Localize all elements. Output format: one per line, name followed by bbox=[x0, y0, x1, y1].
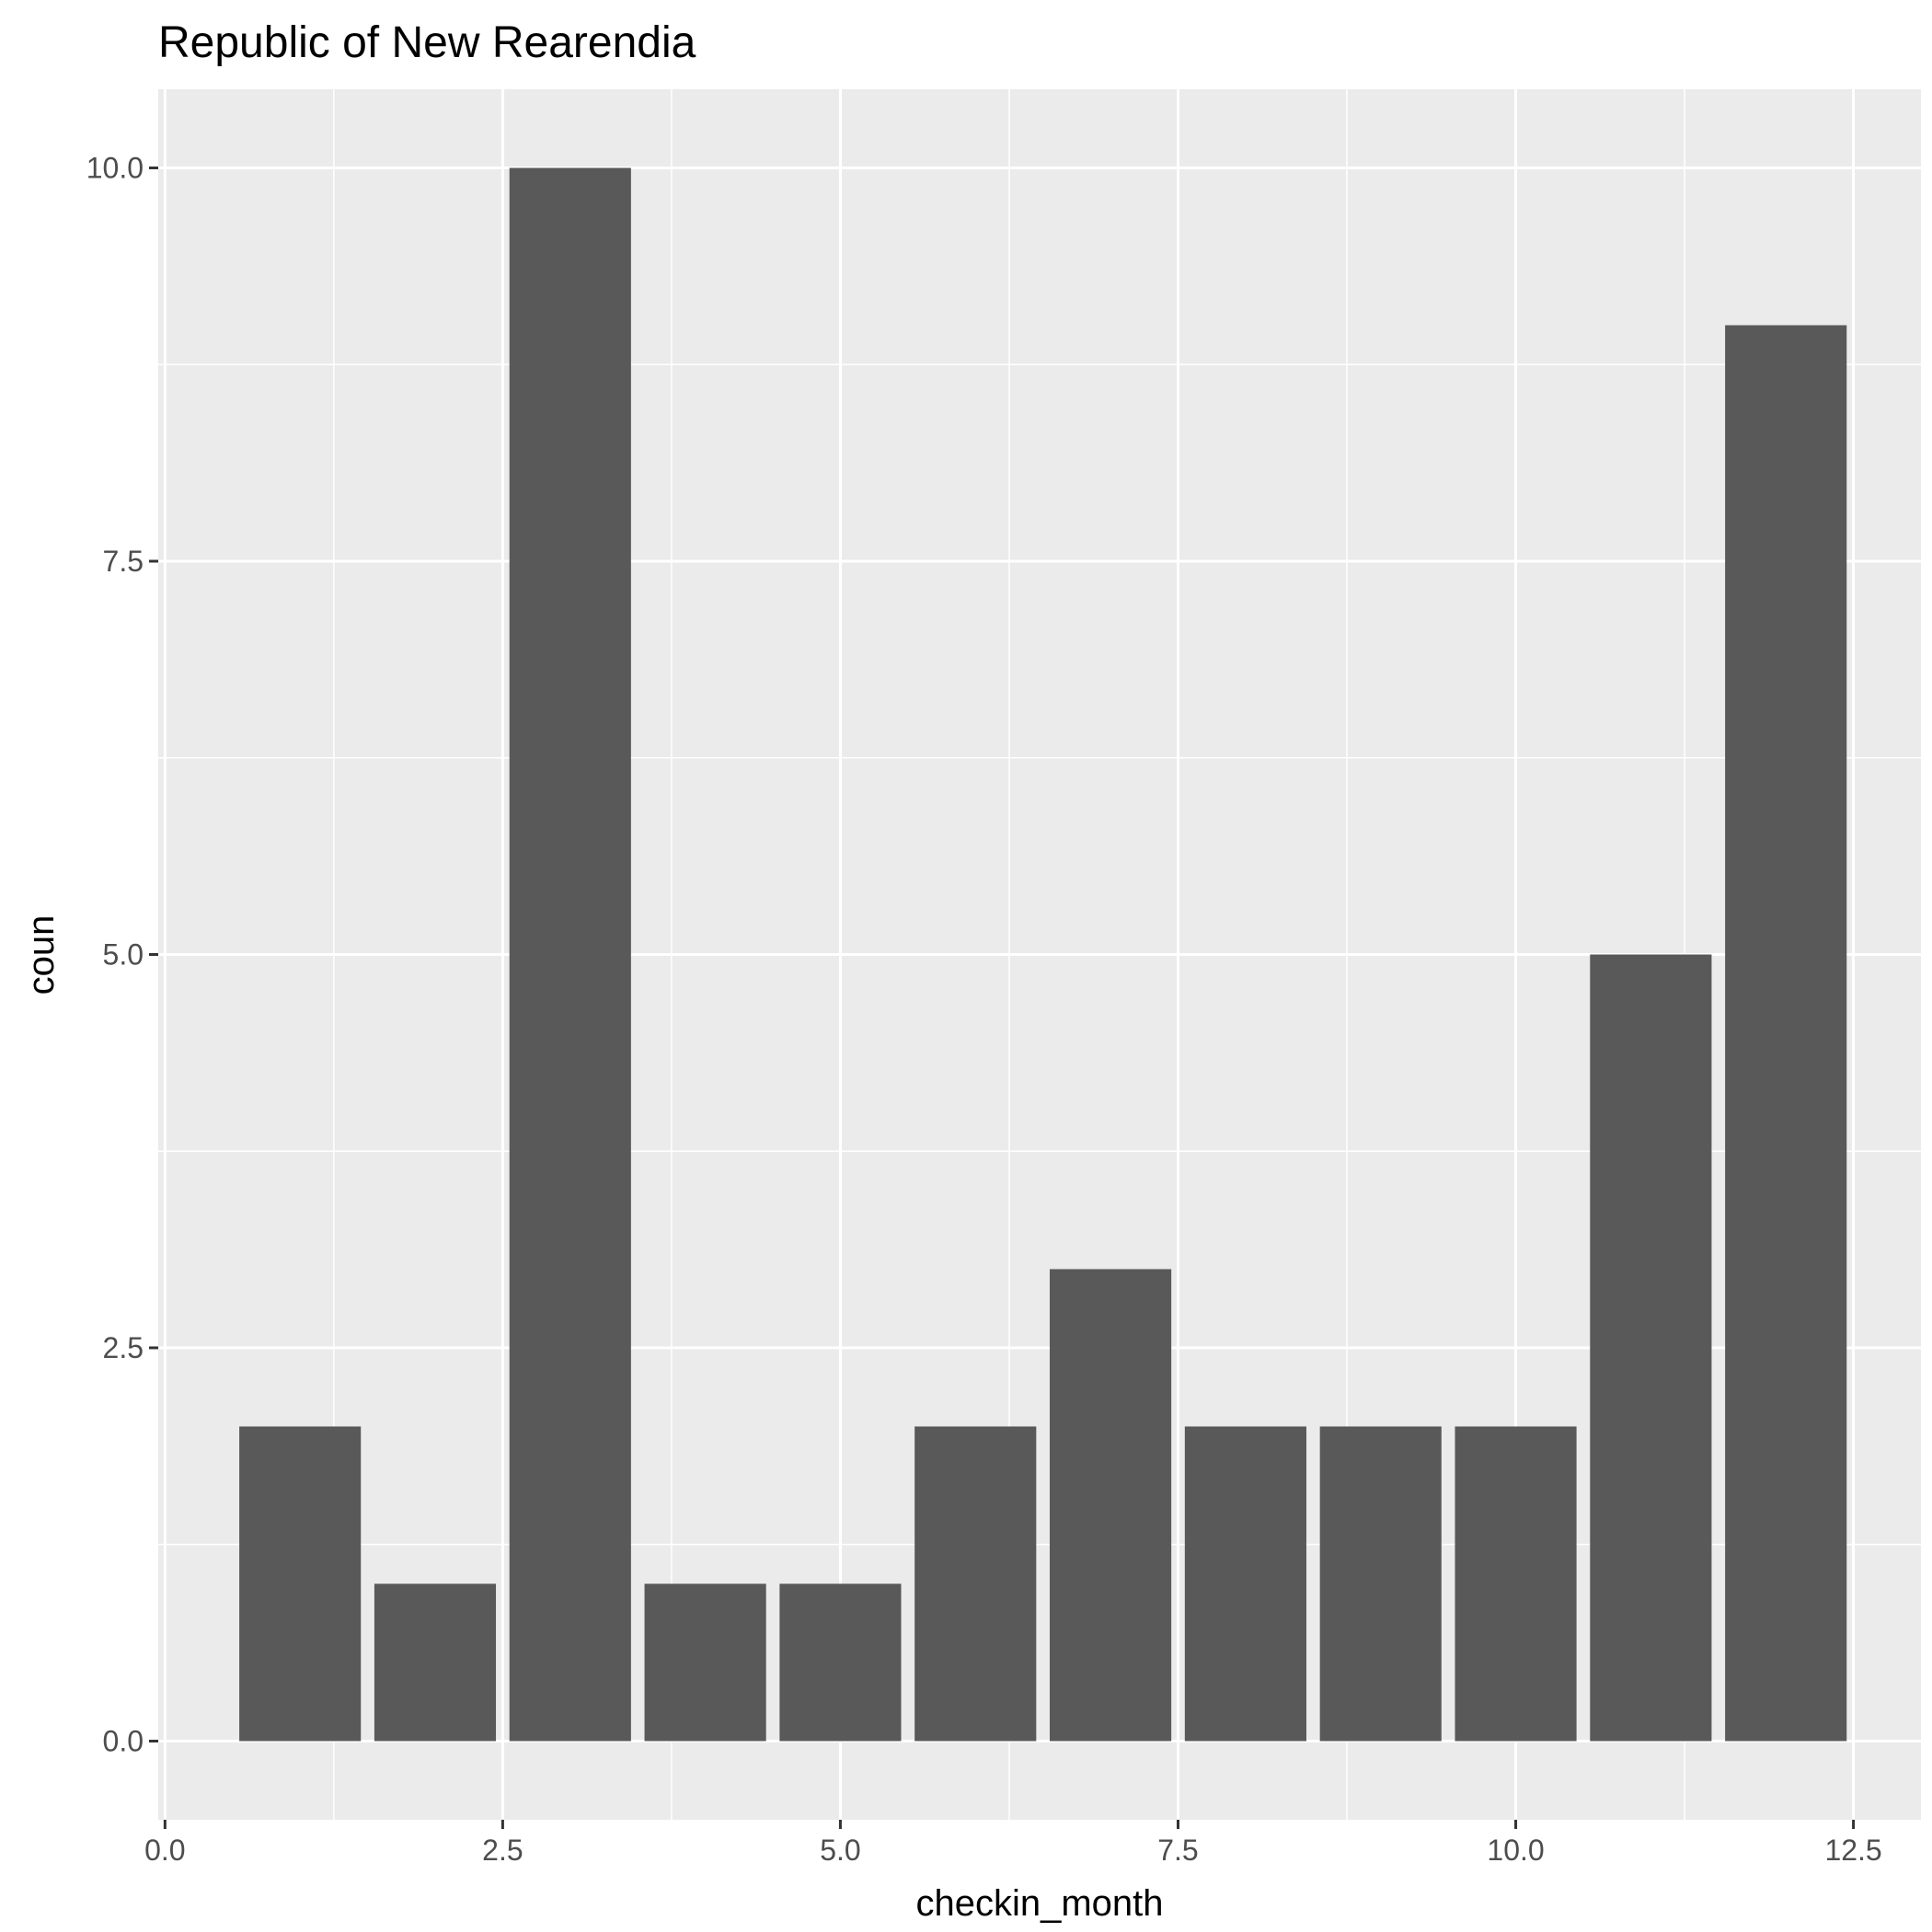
x-tick-label: 2.5 bbox=[482, 1834, 523, 1867]
x-tick-label: 7.5 bbox=[1157, 1834, 1198, 1867]
x-tick-label: 10.0 bbox=[1487, 1834, 1544, 1867]
y-tick-label: 2.5 bbox=[103, 1331, 144, 1364]
bar-month-6 bbox=[914, 1426, 1037, 1742]
y-tick-label: 0.0 bbox=[103, 1725, 144, 1758]
y-tick-label: 7.5 bbox=[103, 545, 144, 578]
chart-title: Republic of New Rearendia bbox=[158, 18, 696, 67]
bar-month-12 bbox=[1725, 325, 1847, 1742]
bar-month-5 bbox=[779, 1583, 902, 1742]
x-tick-label: 0.0 bbox=[144, 1834, 185, 1867]
y-axis-title: coun bbox=[21, 915, 62, 995]
bar-month-3 bbox=[509, 167, 631, 1742]
bar-month-4 bbox=[644, 1583, 766, 1742]
bars bbox=[239, 167, 1847, 1742]
y-axis: 0.0 2.5 5.0 7.5 10.0 bbox=[86, 152, 158, 1758]
bar-month-9 bbox=[1319, 1426, 1442, 1742]
x-tick-label: 5.0 bbox=[820, 1834, 860, 1867]
y-tick-label: 5.0 bbox=[103, 938, 144, 972]
x-tick-label: 12.5 bbox=[1824, 1834, 1881, 1867]
bar-month-2 bbox=[374, 1583, 497, 1742]
bar-month-8 bbox=[1184, 1426, 1306, 1742]
bar-month-10 bbox=[1455, 1426, 1577, 1742]
x-axis: 0.0 2.5 5.0 7.5 10.0 12.5 bbox=[144, 1820, 1882, 1867]
bar-month-11 bbox=[1590, 954, 1712, 1742]
bar-month-1 bbox=[239, 1426, 362, 1742]
y-tick-label: 10.0 bbox=[86, 152, 144, 185]
x-axis-title: checkin_month bbox=[915, 1883, 1163, 1924]
bar-month-7 bbox=[1050, 1269, 1172, 1742]
